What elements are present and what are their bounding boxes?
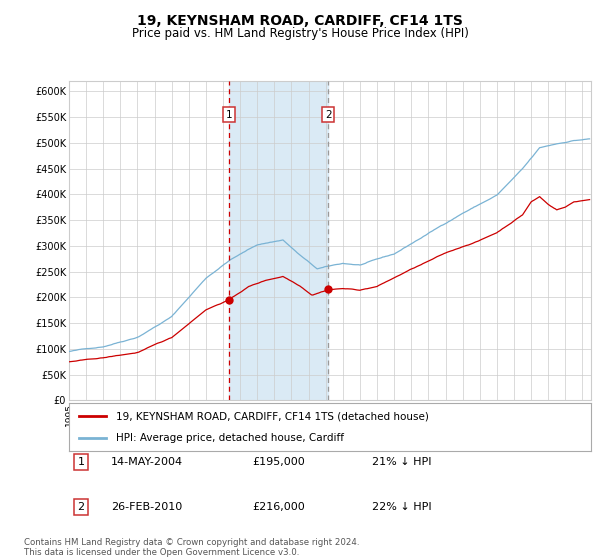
Text: 19, KEYNSHAM ROAD, CARDIFF, CF14 1TS: 19, KEYNSHAM ROAD, CARDIFF, CF14 1TS bbox=[137, 14, 463, 28]
Text: HPI: Average price, detached house, Cardiff: HPI: Average price, detached house, Card… bbox=[116, 433, 344, 443]
Text: Price paid vs. HM Land Registry's House Price Index (HPI): Price paid vs. HM Land Registry's House … bbox=[131, 27, 469, 40]
Text: 26-FEB-2010: 26-FEB-2010 bbox=[111, 502, 182, 512]
Text: Contains HM Land Registry data © Crown copyright and database right 2024.
This d: Contains HM Land Registry data © Crown c… bbox=[24, 538, 359, 557]
Text: £216,000: £216,000 bbox=[252, 502, 305, 512]
Text: £195,000: £195,000 bbox=[252, 457, 305, 467]
Text: 1: 1 bbox=[226, 110, 233, 120]
Bar bbox=[229, 81, 328, 400]
Text: 2: 2 bbox=[77, 502, 85, 512]
Text: 1: 1 bbox=[77, 457, 85, 467]
Text: 19, KEYNSHAM ROAD, CARDIFF, CF14 1TS (detached house): 19, KEYNSHAM ROAD, CARDIFF, CF14 1TS (de… bbox=[116, 411, 429, 421]
Text: 14-MAY-2004: 14-MAY-2004 bbox=[111, 457, 183, 467]
Text: 22% ↓ HPI: 22% ↓ HPI bbox=[372, 502, 431, 512]
Text: 21% ↓ HPI: 21% ↓ HPI bbox=[372, 457, 431, 467]
Text: 2: 2 bbox=[325, 110, 332, 120]
